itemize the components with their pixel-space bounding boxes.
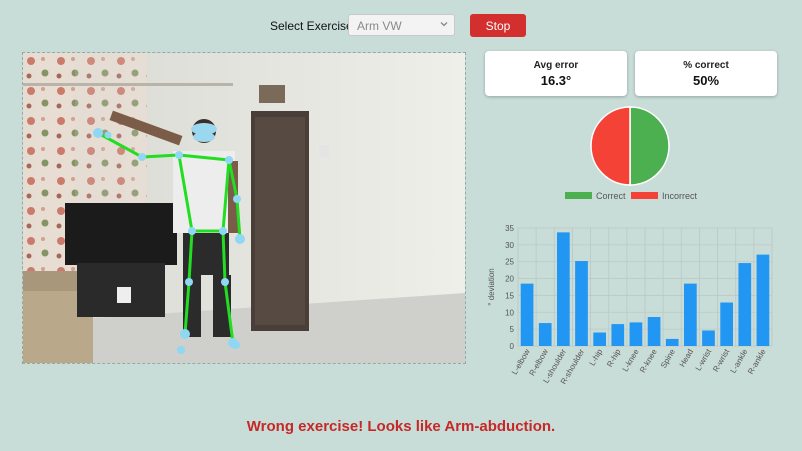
legend-label-incorrect: Incorrect (662, 191, 698, 201)
x-tick-label: Head (678, 348, 695, 369)
legend-swatch-incorrect (631, 192, 658, 199)
bar-r-shoulder (575, 261, 588, 346)
joint-deviation-bar-chart: 05101520253035L-elbowR-elbowL-shoulderR-… (487, 224, 773, 386)
percent-correct-card: % correct 50% (635, 51, 777, 96)
percent-correct-label: % correct (683, 60, 729, 71)
stop-button[interactable]: Stop (470, 14, 526, 37)
x-tick-label: L-hip (588, 347, 605, 367)
x-tick-label: Spine (659, 347, 677, 370)
pie-slice-correct (629, 106, 670, 186)
bar-l-hip (593, 332, 606, 346)
bar-head (684, 283, 697, 346)
bar-l-shoulder (557, 232, 570, 346)
correctness-pie-chart: Correct Incorrect (565, 106, 698, 201)
percent-correct-value: 50% (692, 73, 720, 88)
bar-l-ankle (738, 263, 752, 346)
avg-error-label: Avg error (533, 60, 579, 71)
bar-r-wrist (720, 302, 733, 346)
bar-l-wrist (702, 330, 715, 346)
exercise-select-value: Arm VW (357, 19, 402, 33)
legend-swatch-correct (565, 192, 592, 199)
camera-feed (22, 52, 466, 364)
bar-r-ankle (756, 254, 770, 346)
avg-error-value: 16.3° (540, 73, 572, 88)
select-exercise-label: Select Exercise: (270, 19, 357, 33)
x-tick-label: R-hip (605, 347, 623, 369)
exercise-toolbar: Select Exercise: Arm VW Stop (0, 13, 802, 39)
y-tick-label: 25 (505, 258, 514, 267)
y-tick-label: 20 (505, 275, 514, 284)
y-tick-label: 5 (510, 325, 515, 334)
pose-joints (93, 128, 245, 354)
y-tick-label: 0 (510, 342, 515, 351)
bar-r-hip (611, 324, 625, 346)
avg-error-card: Avg error 16.3° (485, 51, 627, 96)
y-tick-label: 35 (505, 224, 514, 233)
face-blur (191, 123, 217, 142)
bar-r-elbow (538, 323, 552, 346)
bar-l-knee (629, 322, 643, 346)
legend-label-correct: Correct (596, 191, 626, 201)
bar-l-elbow (520, 283, 534, 346)
exercise-select[interactable]: Arm VW (348, 14, 455, 36)
pie-slice-incorrect (590, 106, 631, 186)
camera-frame (23, 53, 465, 363)
x-tick-label: R-knee (638, 347, 659, 374)
y-tick-label: 30 (505, 241, 514, 250)
bar-r-knee (647, 317, 661, 346)
y-axis-label: ° deviation (487, 268, 496, 305)
y-tick-label: 15 (505, 291, 514, 300)
chevron-down-icon (440, 22, 448, 27)
bar-spine (665, 338, 679, 346)
x-tick-label: R-ankle (746, 347, 768, 376)
y-tick-label: 10 (505, 308, 514, 317)
feedback-message: Wrong exercise! Looks like Arm-abduction… (246, 418, 556, 435)
